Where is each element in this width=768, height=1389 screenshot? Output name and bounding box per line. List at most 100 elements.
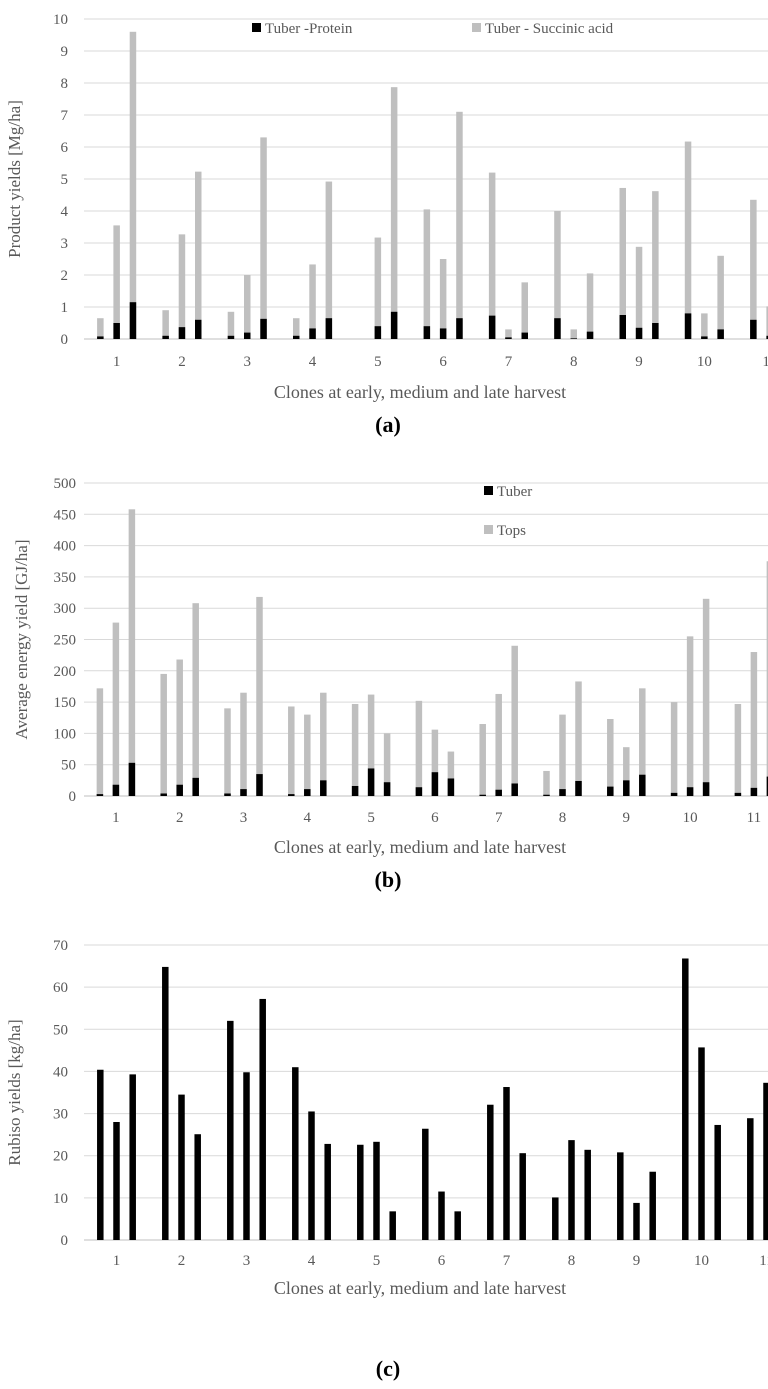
bar [543,794,550,796]
bar [129,302,137,339]
bar [176,784,183,796]
bar [96,688,104,796]
bar [415,787,423,796]
x-axis-title: Clones at early, medium and late harvest [274,1278,566,1298]
y-tick-label: 9 [61,44,69,60]
panel-label: (c) [376,1356,400,1381]
bar [623,780,630,796]
bar [128,762,136,796]
x-tick-label: 8 [559,810,567,826]
bar [488,315,496,339]
y-tick-label: 4 [61,204,69,220]
bar [97,1069,104,1240]
bar [766,776,768,796]
bar [438,1191,445,1240]
y-tick-label: 60 [53,980,68,996]
bar [224,708,231,796]
bar [113,1122,120,1240]
bar [684,313,692,339]
bar [734,703,742,796]
bar [575,780,582,796]
bar [519,1153,526,1240]
x-tick-label: 10 [694,1253,709,1269]
bar [389,1211,396,1240]
bar [734,792,742,796]
bar [619,315,626,339]
x-tick-label: 7 [505,354,513,370]
bar [649,1171,656,1240]
bar [162,335,169,339]
bar [244,332,251,339]
x-tick-label: 9 [623,810,631,826]
bar [717,255,724,339]
bar [505,329,512,339]
bar [325,318,333,339]
x-tick-label: 8 [568,1253,576,1269]
bar [367,768,375,796]
y-tick-label: 70 [53,938,68,954]
bar [192,603,199,796]
bar [227,1020,234,1240]
bar [128,509,136,796]
bar [162,310,169,339]
y-tick-label: 50 [53,1022,68,1038]
x-tick-label: 6 [439,354,447,370]
chart-c: 0 10 20 30 40 50 60 70 Rubiso yields [kg/ha] 1 2 3 4… [5,938,768,1381]
bar [288,794,295,796]
x-tick-label: 2 [178,1253,186,1269]
y-tick-label: 300 [54,601,77,617]
bar [324,1143,331,1240]
bar [308,1111,315,1240]
bar [521,282,528,339]
bar [488,172,496,339]
x-tick-label: 3 [244,354,252,370]
bar [670,792,678,796]
x-tick-label: 11 [762,354,768,370]
bar [684,141,692,339]
bar [423,209,431,339]
bar [607,719,614,796]
bar [570,329,577,339]
bar [431,772,439,796]
bar [447,751,455,796]
bar [439,328,447,339]
bar [320,780,327,796]
bar [633,1202,640,1240]
y-axis-title: Average energy yield [GJ/ha] [12,540,31,740]
y-tick-label: 0 [61,332,69,348]
y-tick-label: 20 [53,1149,68,1165]
x-tick-label: 9 [635,354,643,370]
bar [351,703,359,796]
bar [178,234,186,339]
bar [97,318,104,339]
x-tick-label: 7 [503,1253,511,1269]
bar [750,319,757,339]
bar [717,329,724,339]
bar [607,786,614,796]
y-tick-label: 0 [61,1233,69,1249]
bar [701,336,708,339]
bar [195,319,202,339]
bar [686,636,694,796]
bar [194,1134,201,1240]
chart-a: 0 1 2 3 4 5 6 7 8 9 10 Product yields [Mg/ha] 1 2 3 4 5 6… [5,12,768,437]
bar [431,729,439,796]
x-axis-title: Clones at early, medium and late harvest [274,382,566,402]
bar [511,645,518,796]
bar [195,171,202,339]
bar [439,259,447,339]
bar [374,326,382,339]
x-tick-label: 3 [243,1253,251,1269]
bar [160,673,167,796]
bar [259,998,266,1240]
bar [374,237,382,339]
x-tick-label: 1 [113,1253,121,1269]
y-tick-label: 5 [61,172,69,188]
legend-swatch [252,23,261,32]
bar [423,326,431,339]
bar [686,787,694,796]
x-tick-label: 5 [367,810,375,826]
legend-swatch [484,525,493,534]
legend-label: Tuber -Protein [265,21,353,37]
bar [511,783,518,796]
